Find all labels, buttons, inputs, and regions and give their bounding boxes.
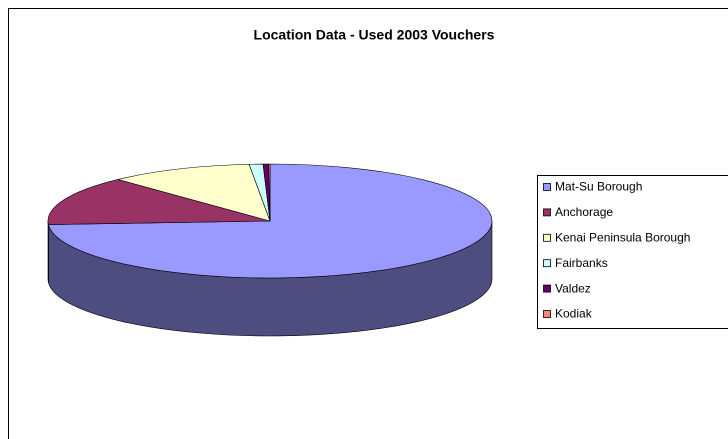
pie-slice: [117, 163, 271, 222]
legend-label: Valdez: [555, 281, 591, 295]
legend-label: Fairbanks: [555, 256, 608, 270]
legend-label: Kodiak: [555, 307, 593, 321]
legend-swatch: [543, 208, 551, 217]
legend-swatch: [543, 310, 551, 318]
legend-swatch: [543, 259, 551, 268]
pie-slice: [268, 163, 271, 222]
pie-slice: [47, 179, 271, 225]
legend-swatch: [543, 233, 551, 242]
legend-box: [537, 175, 728, 329]
legend-swatch: [543, 183, 551, 191]
legend-label: Anchorage: [555, 205, 613, 219]
chart-border: [8, 8, 728, 439]
legend-label: Mat-Su Borough: [555, 180, 642, 194]
legend-swatch: [543, 284, 551, 293]
legend-label: Kenai Peninsula Borough: [555, 230, 690, 244]
chart-title: Location Data - Used 2003 Vouchers: [254, 27, 495, 43]
